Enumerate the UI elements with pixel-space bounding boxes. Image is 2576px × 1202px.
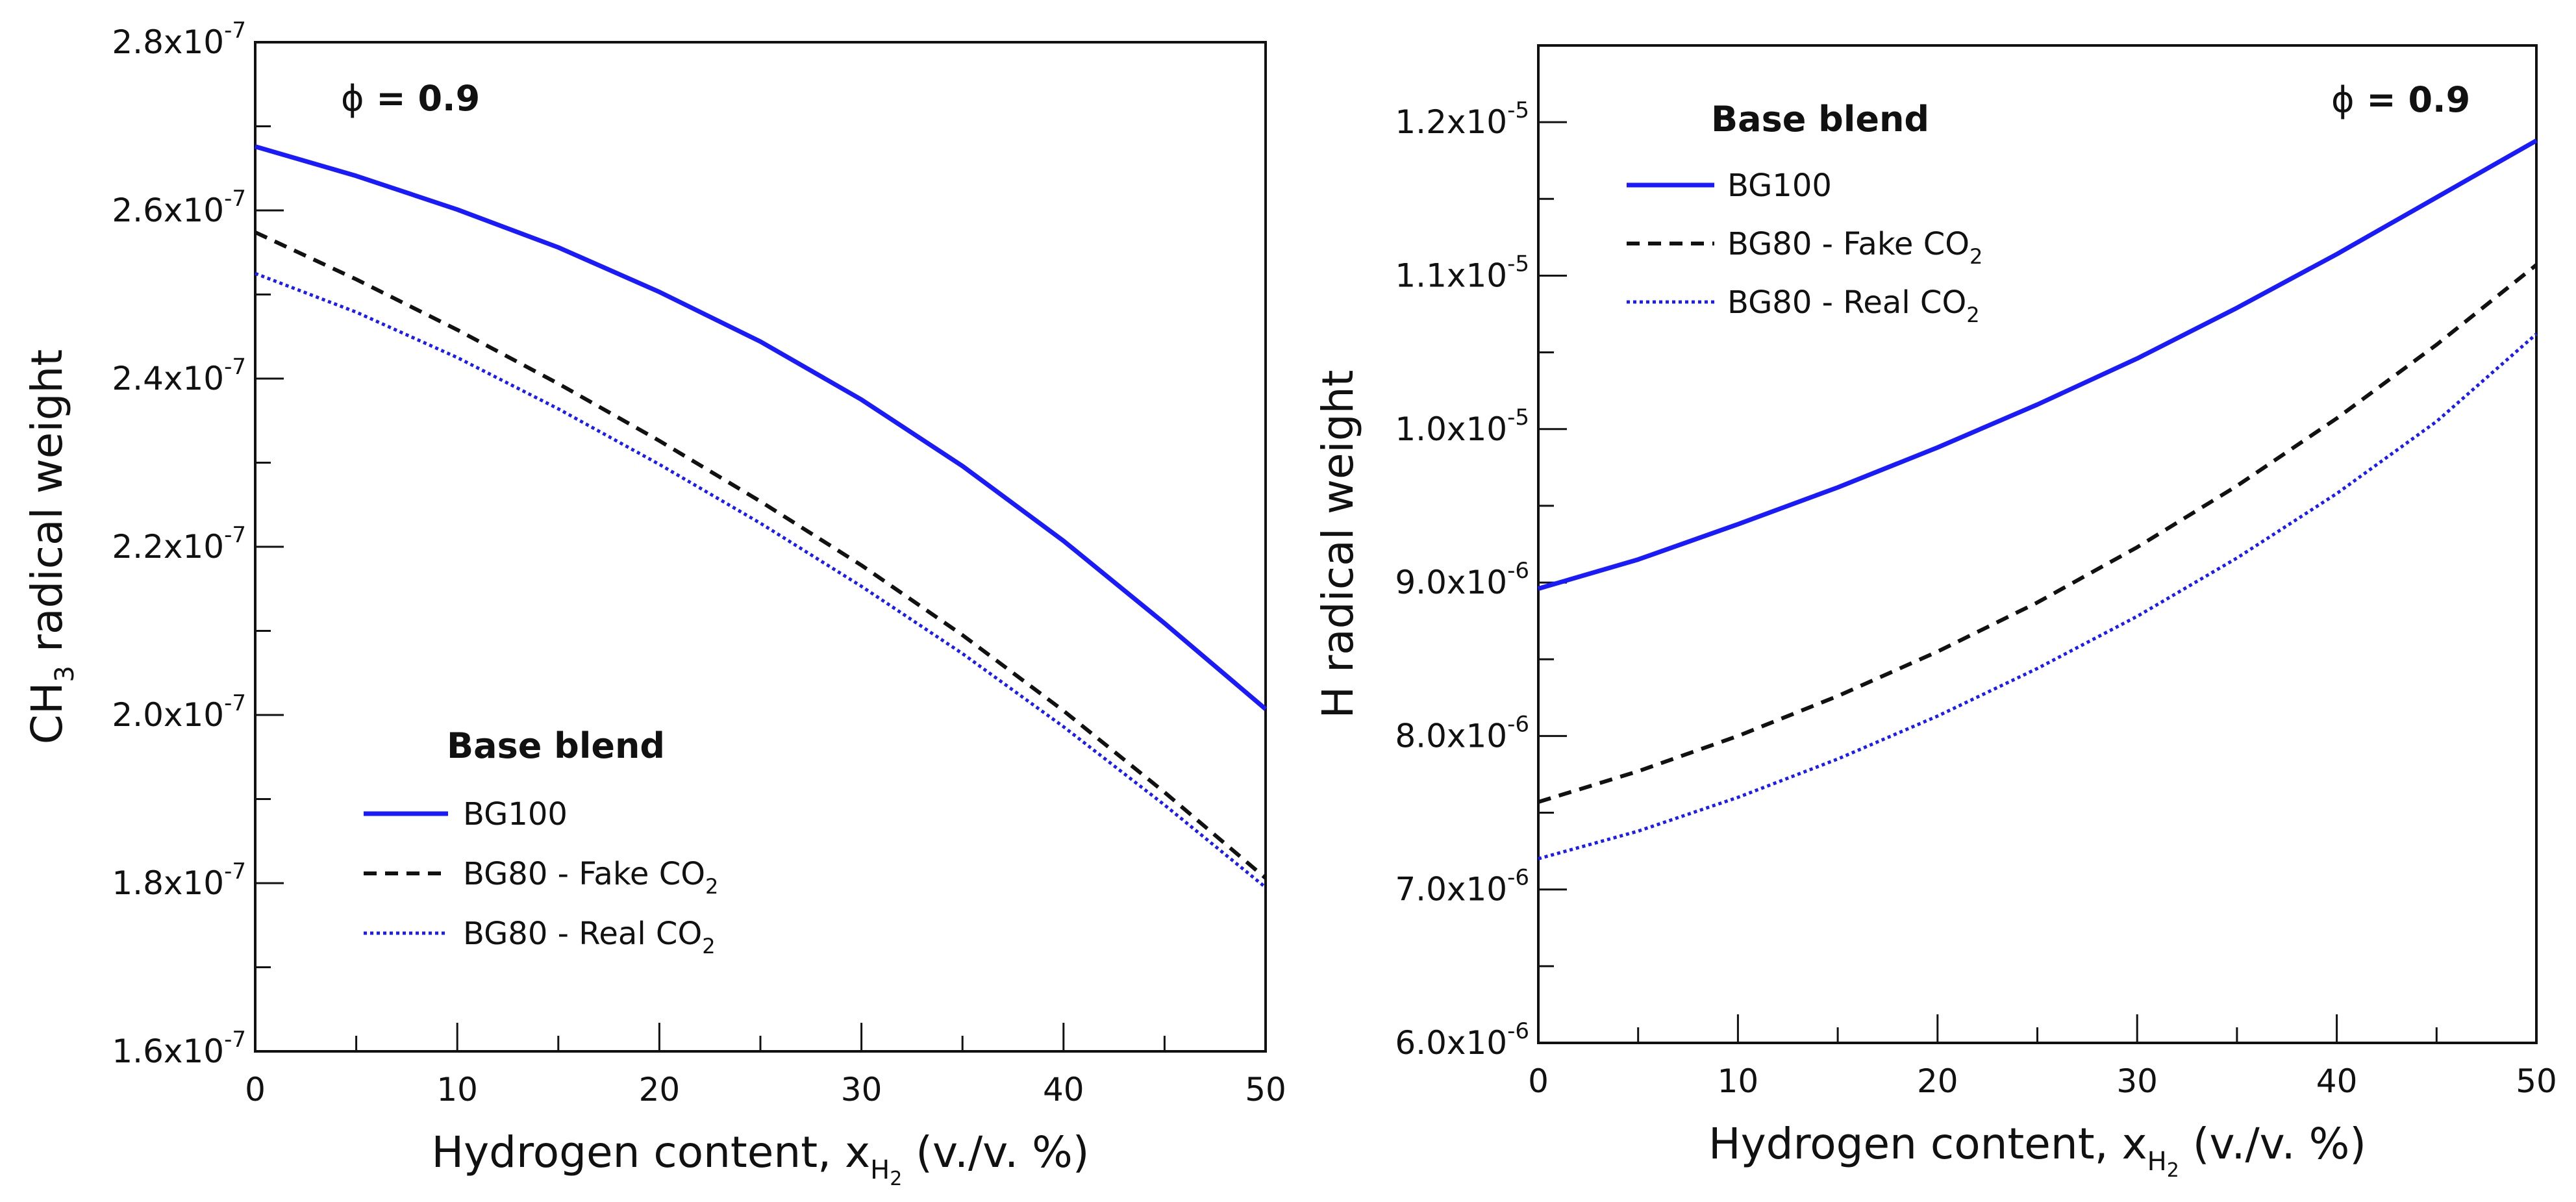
y-tick-label: 1.1x10-5 [1395, 251, 1529, 294]
series-line-bg80real [1538, 332, 2538, 860]
x-tick-label: 10 [436, 1071, 478, 1108]
legend-label-bg80real: BG80 - Real CO2 [463, 916, 716, 958]
x-tick-label: 20 [1917, 1062, 1958, 1100]
x-tick-label: 10 [1718, 1062, 1759, 1100]
y-tick-label: 1.8x10-7 [112, 858, 246, 902]
x-tick-label: 20 [639, 1071, 681, 1108]
phi-annotation: ϕ = 0.9 [2331, 79, 2470, 120]
legend-label-bg100: BG100 [463, 796, 568, 833]
legend-title: Base blend [447, 725, 665, 766]
series-line-bg100 [255, 144, 1268, 711]
legend: Base blend BG100 BG80 - Fake CO2 BG80 - Rea… [364, 725, 718, 958]
x-tick-label: 0 [245, 1071, 266, 1108]
x-axis-label: Hydrogen content, xH2 (v./v. %) [431, 1127, 1089, 1190]
legend-title: Base blend [1711, 99, 1929, 140]
x-tick-label: 40 [1043, 1071, 1084, 1108]
y-tick-label: 1.0x10-5 [1395, 405, 1529, 448]
y-axis-label: CH3 radical weight [22, 349, 80, 745]
y-tick-label: 2.0x10-7 [112, 690, 246, 734]
chart-right-h-radical-weight: 0 10 20 30 40 50 6.0x10-6 7.0x10-6 8.0x10-6 9.0x1… [1313, 44, 2557, 1182]
y-tick-label: 2.8x10-7 [112, 18, 246, 61]
chart-left-ch3-radical-weight: 0 10 20 30 40 50 1.6x10-7 1.8x10-7 2.0x10-7 2.2x1… [22, 18, 1286, 1190]
legend-label-bg80real: BG80 - Real CO2 [1727, 284, 1980, 327]
phi-annotation: ϕ = 0.9 [341, 78, 480, 119]
y-tick-label: 2.6x10-7 [112, 186, 246, 229]
series-line-bg100 [1538, 138, 2538, 591]
series-line-bg80fake [254, 230, 1267, 880]
x-axis-label: Hydrogen content, xH2 (v./v. %) [1708, 1119, 2366, 1182]
y-tick-label: 8.0x10-6 [1395, 711, 1529, 755]
x-tick-label: 40 [2316, 1062, 2358, 1100]
series-line-bg80real [255, 271, 1267, 889]
y-tick-label: 6.0x10-6 [1395, 1018, 1529, 1062]
x-tick-label: 0 [1528, 1062, 1549, 1100]
legend-label-bg100: BG100 [1727, 168, 1832, 204]
y-tick-label: 1.6x10-7 [112, 1027, 246, 1070]
y-tick-label: 2.2x10-7 [112, 522, 246, 566]
y-axis-label: H radical weight [1313, 369, 1363, 718]
x-tick-label: 50 [1245, 1071, 1286, 1108]
x-tick-label: 50 [2516, 1062, 2557, 1100]
legend: Base blend BG100 BG80 - Fake CO2 BG80 - Rea… [1627, 99, 1982, 327]
x-tick-label: 30 [841, 1071, 882, 1108]
y-tick-label: 2.4x10-7 [112, 354, 246, 397]
x-tick-label: 30 [2116, 1062, 2158, 1100]
y-tick-label: 1.2x10-5 [1395, 97, 1529, 141]
legend-label-bg80fake: BG80 - Fake CO2 [1727, 226, 1982, 269]
legend-label-bg80fake: BG80 - Fake CO2 [463, 856, 718, 899]
y-tick-label: 9.0x10-6 [1395, 558, 1529, 601]
y-tick-label: 7.0x10-6 [1395, 865, 1529, 908]
series-line-bg80fake [1538, 263, 2538, 804]
